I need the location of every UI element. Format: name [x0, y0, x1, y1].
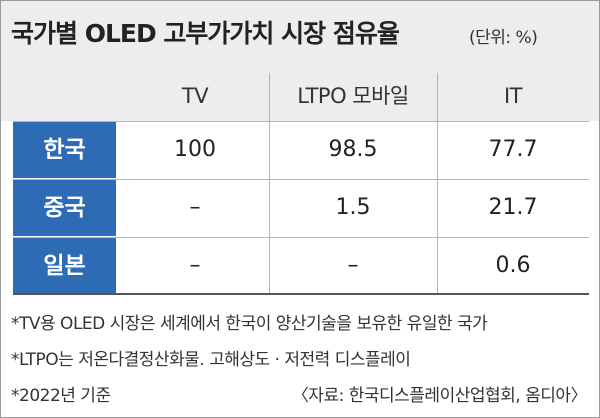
column-header-tv: TV: [181, 84, 209, 108]
footnote: *LTPO는 저온다결정산화물. 고해상도 · 저전력 디스플레이: [11, 350, 411, 370]
chart-title: 국가별 OLED 고부가가치 시장 점유율: [11, 19, 400, 48]
unit-label: (단위: %): [469, 28, 538, 48]
header-band: [1, 1, 599, 121]
column-header-it: IT: [503, 84, 523, 108]
table-bottom-rule: [13, 293, 589, 295]
table-cell: –: [347, 253, 359, 278]
table-cell: –: [189, 253, 201, 278]
table-cell: 98.5: [328, 137, 378, 162]
column-header-ltpo: LTPO 모바일: [297, 84, 409, 108]
table-cell: –: [189, 195, 201, 220]
source-credit: 〈자료: 한국디스플레이산업협회, 옴디아〉: [291, 386, 588, 406]
grid-line: [13, 121, 589, 122]
table-cell: 1.5: [335, 195, 371, 220]
grid-line: [13, 237, 589, 238]
table-cell: 0.6: [495, 253, 531, 278]
table-cell: 100: [174, 137, 216, 162]
grid-line: [269, 73, 270, 293]
row-label-japan: 일본: [13, 238, 116, 294]
row-label-korea: 한국: [13, 122, 116, 178]
grid-line: [437, 73, 438, 293]
footnote: *2022년 기준: [11, 386, 111, 406]
row-label-china: 중국: [13, 180, 116, 236]
footnote: *TV용 OLED 시장은 세계에서 한국이 양산기술을 보유한 유일한 국가: [11, 314, 488, 334]
table-cell: 21.7: [488, 195, 538, 220]
grid-line: [13, 179, 589, 180]
table-cell: 77.7: [488, 137, 538, 162]
